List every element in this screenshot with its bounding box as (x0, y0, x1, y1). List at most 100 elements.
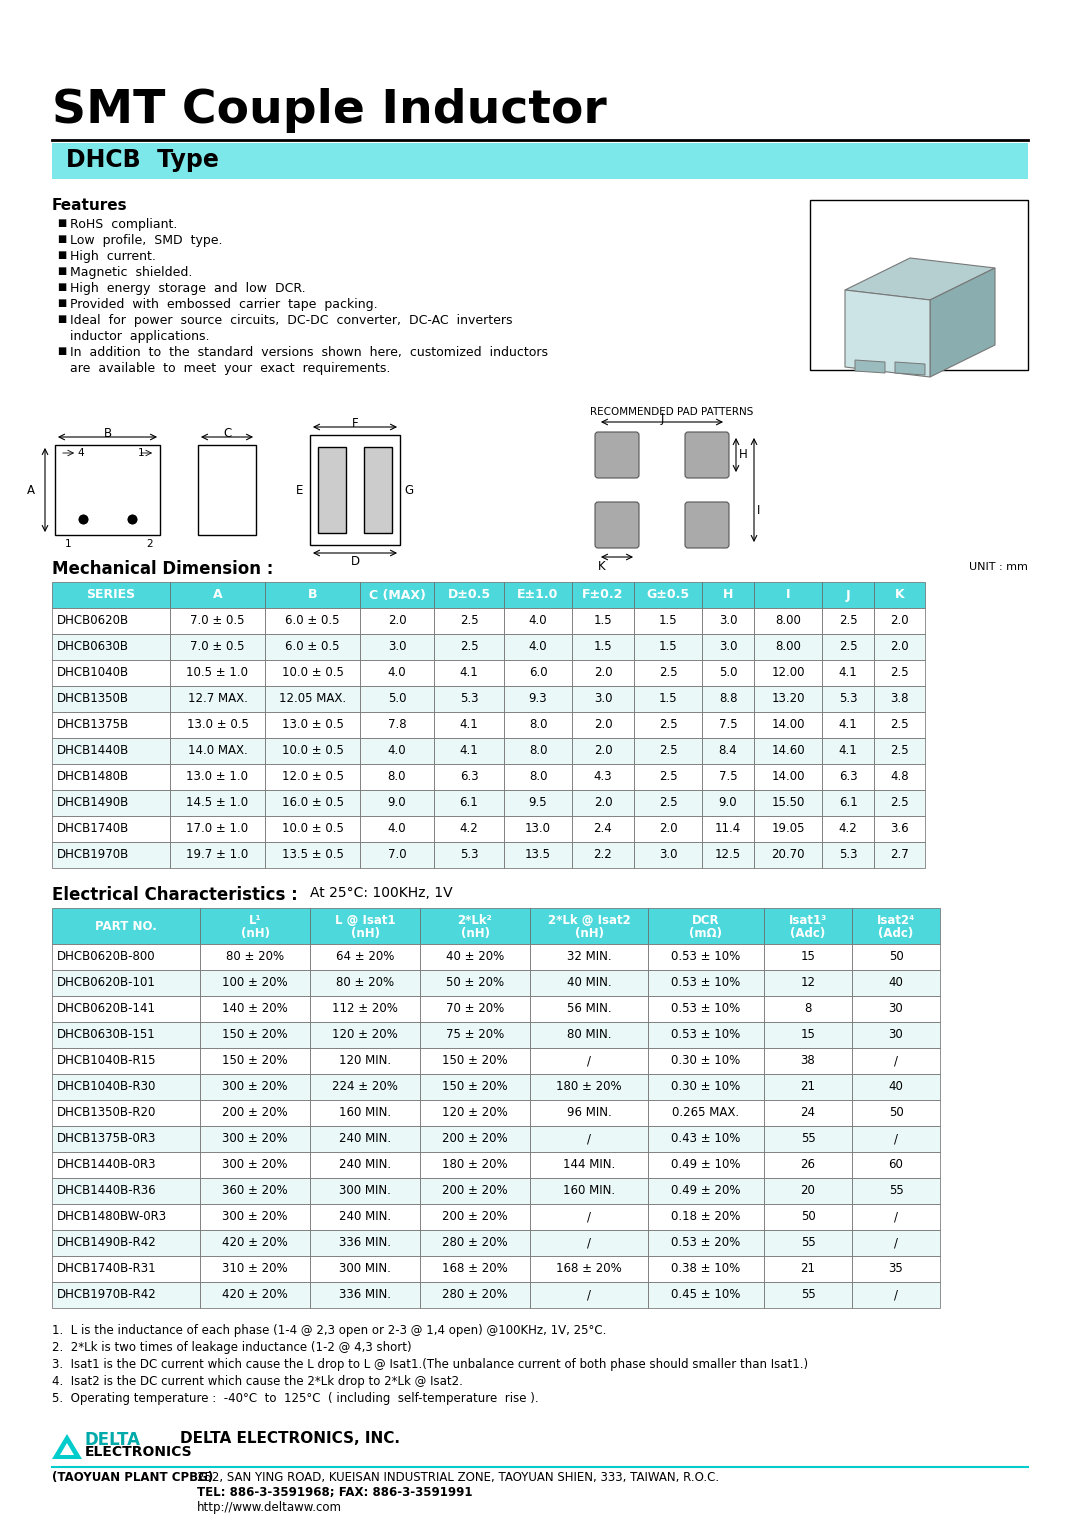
Text: 1.5: 1.5 (594, 615, 612, 627)
Bar (572, 790, 634, 816)
Text: 15: 15 (800, 1028, 815, 1042)
Text: DHCB1375B-0R3: DHCB1375B-0R3 (57, 1133, 157, 1145)
Bar (648, 1283, 764, 1308)
Text: DHCB1440B: DHCB1440B (57, 744, 130, 758)
Bar (310, 1151, 420, 1177)
Text: DCR: DCR (692, 913, 719, 927)
Text: 336 MIN.: 336 MIN. (339, 1289, 391, 1301)
Bar (434, 608, 504, 634)
Text: DHCB1490B: DHCB1490B (57, 796, 130, 810)
Text: 2.0: 2.0 (890, 615, 908, 627)
Text: UNIT : mm: UNIT : mm (969, 563, 1028, 572)
Text: 17.0 ± 1.0: 17.0 ± 1.0 (187, 822, 248, 836)
Polygon shape (52, 1434, 82, 1459)
Text: DHCB1350B-R20: DHCB1350B-R20 (57, 1107, 157, 1119)
Text: 200 ± 20%: 200 ± 20% (442, 1211, 508, 1223)
Bar (52, 996, 200, 1022)
Bar (170, 842, 265, 868)
Bar (170, 608, 265, 634)
Bar (52, 1283, 200, 1308)
Bar (52, 816, 170, 842)
Bar (504, 738, 572, 764)
Text: 50: 50 (800, 1211, 815, 1223)
Text: ■: ■ (57, 282, 66, 291)
Text: DHCB1040B: DHCB1040B (57, 666, 130, 680)
Text: 2.5: 2.5 (659, 770, 677, 784)
Text: 80 ± 20%: 80 ± 20% (336, 976, 394, 990)
Text: 9.0: 9.0 (718, 796, 738, 810)
Text: 20: 20 (800, 1185, 815, 1197)
Bar (822, 660, 874, 686)
Bar (420, 1048, 530, 1074)
Bar (874, 686, 924, 712)
Bar (634, 790, 702, 816)
Text: 8.8: 8.8 (719, 692, 738, 706)
Bar (504, 583, 572, 608)
Text: 15: 15 (800, 950, 815, 964)
Text: /: / (894, 1054, 897, 1067)
Text: 4.  Isat2 is the DC current which cause the 2*Lk drop to 2*Lk @ Isat2.: 4. Isat2 is the DC current which cause t… (52, 1376, 463, 1388)
Bar (572, 738, 634, 764)
Bar (52, 1125, 200, 1151)
Bar (530, 1100, 648, 1125)
Text: 4.3: 4.3 (594, 770, 612, 784)
Text: 7.5: 7.5 (718, 718, 738, 732)
Text: 0.18 ± 20%: 0.18 ± 20% (672, 1211, 741, 1223)
Text: 180 ± 20%: 180 ± 20% (442, 1159, 508, 1171)
Text: http://www.deltaww.com: http://www.deltaww.com (197, 1501, 342, 1514)
Text: 150 ± 20%: 150 ± 20% (222, 1028, 287, 1042)
Bar (634, 686, 702, 712)
Text: DHCB1740B-R31: DHCB1740B-R31 (57, 1263, 157, 1275)
Text: 9.3: 9.3 (529, 692, 548, 706)
Text: 15.50: 15.50 (771, 796, 805, 810)
Text: 24: 24 (800, 1107, 815, 1119)
Text: /: / (588, 1237, 591, 1249)
Bar (504, 660, 572, 686)
Bar (874, 738, 924, 764)
Text: 30: 30 (889, 1028, 903, 1042)
Bar (52, 842, 170, 868)
Text: 3.8: 3.8 (890, 692, 908, 706)
Bar (648, 1125, 764, 1151)
Bar (702, 583, 754, 608)
Text: 2.0: 2.0 (890, 640, 908, 654)
Text: /: / (588, 1289, 591, 1301)
Bar (434, 738, 504, 764)
Bar (360, 686, 434, 712)
Bar (634, 660, 702, 686)
Bar (702, 712, 754, 738)
Text: 40: 40 (889, 976, 904, 990)
Text: High  energy  storage  and  low  DCR.: High energy storage and low DCR. (70, 282, 306, 294)
Text: 2.0: 2.0 (594, 666, 612, 680)
Text: /: / (588, 1054, 591, 1067)
Text: ■: ■ (57, 297, 66, 308)
Text: 14.00: 14.00 (771, 770, 805, 784)
Bar (265, 583, 360, 608)
Text: 7.0 ± 0.5: 7.0 ± 0.5 (190, 640, 245, 654)
Bar (434, 660, 504, 686)
Bar (874, 660, 924, 686)
Text: 8.0: 8.0 (529, 770, 548, 784)
Text: 10.0 ± 0.5: 10.0 ± 0.5 (282, 666, 343, 680)
Text: 2: 2 (146, 538, 152, 549)
Bar (265, 842, 360, 868)
Bar (764, 970, 852, 996)
Text: C: C (222, 427, 231, 441)
Bar (572, 712, 634, 738)
Text: 280 ± 20%: 280 ± 20% (442, 1289, 508, 1301)
Bar (420, 944, 530, 970)
Text: 150 ± 20%: 150 ± 20% (442, 1054, 508, 1067)
Text: 1.5: 1.5 (659, 615, 677, 627)
Bar (648, 1205, 764, 1231)
Bar (310, 944, 420, 970)
Bar (504, 686, 572, 712)
Bar (822, 790, 874, 816)
Bar (310, 1257, 420, 1283)
Bar (702, 634, 754, 660)
Bar (874, 608, 924, 634)
FancyBboxPatch shape (685, 432, 729, 477)
Bar (170, 634, 265, 660)
Text: (nH): (nH) (460, 927, 489, 941)
Text: 35: 35 (889, 1263, 903, 1275)
Bar (852, 1283, 940, 1308)
